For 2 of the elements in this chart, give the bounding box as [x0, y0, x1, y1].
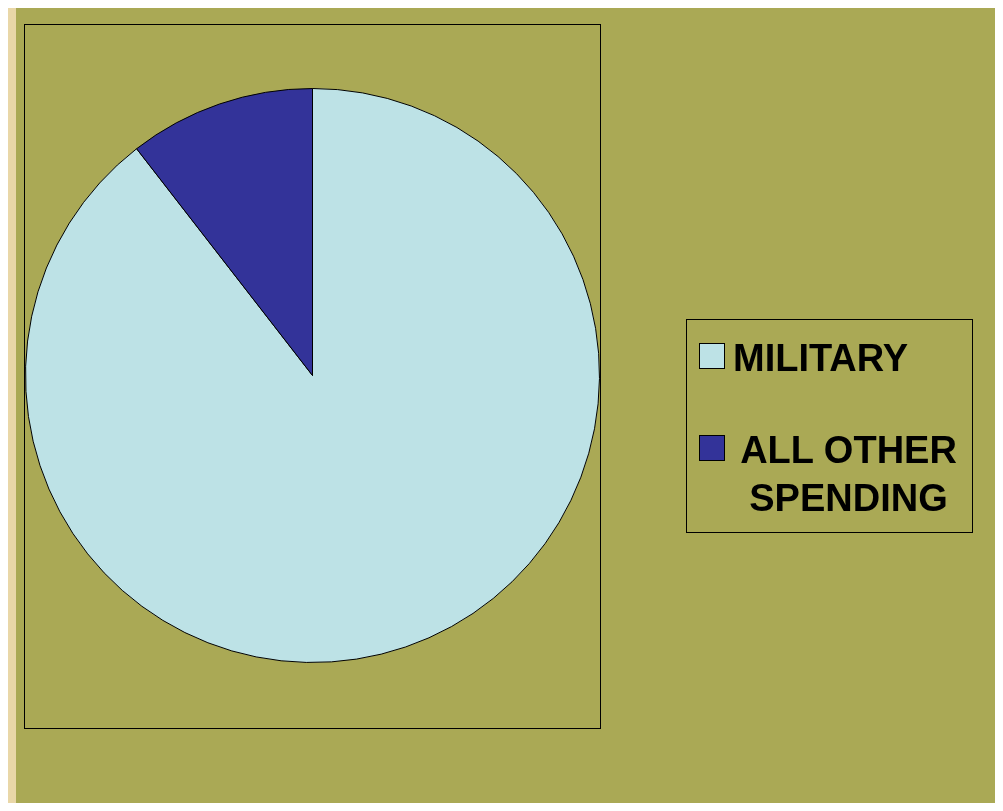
legend-label: MILITARY [733, 336, 909, 381]
legend-label: ALL OTHER SPENDING [739, 428, 958, 521]
